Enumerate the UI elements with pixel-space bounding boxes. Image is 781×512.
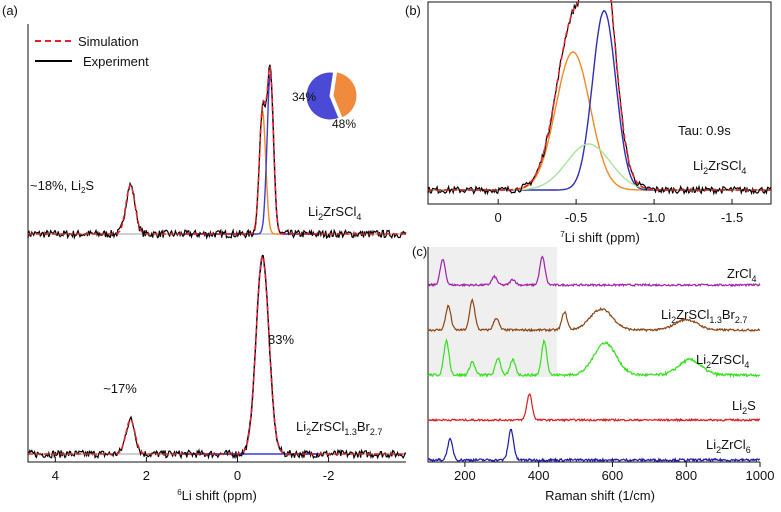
simulation-trace (28, 254, 406, 455)
panel-a-traces (27, 64, 407, 460)
panel-b-label: (b) (405, 3, 421, 18)
pie-slice-label: 34% (292, 90, 316, 104)
component-fit (182, 110, 320, 235)
raman-trace (427, 298, 761, 333)
label-part: 2 (318, 212, 323, 222)
x-tick-label: 1000 (746, 468, 775, 483)
panel-b-x-axis-label: 7Li shift (ppm) (560, 230, 640, 245)
label-part: ZrSCl (711, 352, 744, 367)
label-part: 2.7 (735, 315, 748, 325)
label-part: Li (308, 204, 318, 219)
label-part: ZrCl (727, 266, 752, 281)
panel-a-x-ticks: 4 2 0 -2 (52, 457, 335, 483)
panel-a-label: (a) (2, 3, 18, 18)
panel-c-x-axis-label: Raman shift (1/cm) (545, 488, 655, 503)
x-tick-label: -2 (323, 468, 335, 483)
label-part: 1.3 (709, 315, 722, 325)
x-tick-label: 400 (528, 468, 550, 483)
x-tick-label: 200 (454, 468, 476, 483)
label-part: 2.7 (370, 427, 383, 437)
label-part: ZrSCl (323, 204, 356, 219)
experiment-trace (427, 0, 772, 196)
panel-a-main-annotation: 83% (268, 332, 294, 347)
label-part: 2 (306, 427, 311, 437)
panel-a-li2s-annotation-bottom: ~17% (103, 381, 137, 396)
raman-series-label: Li2ZrCl6 (706, 437, 751, 455)
label-part: 2 (716, 445, 721, 455)
panel-c-traces: ZrCl4Li2ZrSCl1.3Br2.7Li2ZrSCl4Li2SLi2ZrC… (427, 255, 761, 463)
legend-experiment-label: Experiment (83, 54, 149, 69)
pie-slice (305, 71, 340, 121)
label-part: 2 (671, 315, 676, 325)
label-part: 4 (752, 274, 757, 284)
panel-b-axes (427, 1, 772, 205)
raman-trace (427, 393, 760, 423)
label-part: ZrSCl (708, 158, 741, 173)
x-tick-label: 0 (234, 468, 241, 483)
label-part: ZrCl (721, 437, 746, 452)
label-part: 4 (744, 360, 749, 370)
experiment-trace (27, 64, 407, 240)
label-part: Li (706, 437, 716, 452)
label-part: 2 (742, 406, 747, 416)
x-tick-label: 800 (675, 468, 697, 483)
x-tick-label: 4 (52, 468, 59, 483)
panel-b-x-ticks: 0 -0.5 -1.0 -1.5 (495, 199, 743, 225)
panel-c-shaded-region (428, 247, 558, 377)
panel-a-axes (27, 24, 406, 463)
raman-trace (427, 338, 761, 379)
panel-a-x-axis-label: 6Li shift (ppm) (177, 488, 257, 503)
panel-c-label: (c) (412, 244, 427, 259)
legend-simulation-label: Simulation (78, 34, 139, 49)
experiment-trace (27, 254, 407, 460)
pie-slice-label: 48% (332, 117, 356, 131)
panel-a-sample-label-top: Li2ZrSCl4 (308, 204, 361, 222)
label-part: 2 (706, 360, 711, 370)
raman-series-label: Li2ZrSCl4 (696, 352, 749, 370)
raman-trace (427, 428, 761, 463)
panel-a-li2s-annotation-top: ~18%, Li2S (30, 178, 94, 195)
x-tick-label: 2 (143, 468, 150, 483)
label-part: 2 (703, 166, 708, 176)
label-part: Br (357, 419, 371, 434)
label-part: Li (661, 307, 671, 322)
label-part: S (747, 398, 756, 413)
x-tick-label: 600 (602, 468, 624, 483)
label-part: Li (696, 352, 706, 367)
label-part: 4 (356, 212, 361, 222)
raman-series-label: ZrCl4 (727, 266, 757, 284)
raman-series-label: Li2ZrSCl1.3Br2.7 (661, 307, 747, 325)
label-part: ZrSCl (676, 307, 709, 322)
simulation-trace (28, 66, 406, 235)
label-part: Li (732, 398, 742, 413)
label-part: Br (722, 307, 736, 322)
panel-b: (b) 0 -0.5 -1.0 -1.5 7Li shift (ppm) Tau: 0… (405, 0, 772, 245)
x-tick-label: -0.5 (565, 210, 587, 225)
label-part: 4 (741, 166, 746, 176)
raman-series-label: Li2S (732, 398, 756, 416)
panel-c-x-ticks: 200 400 600 800 1000 (454, 462, 774, 483)
panel-c-axes (427, 247, 760, 463)
panel-a-sample-label-bottom: Li2ZrSCl1.3Br2.7 (296, 419, 382, 437)
raman-trace (427, 255, 761, 288)
panel-b-traces (427, 0, 772, 196)
x-tick-label: 0 (495, 210, 502, 225)
label-part: Li (693, 158, 703, 173)
panel-c: (c) 200 400 600 800 1000 Raman shift (1/cm) … (412, 244, 774, 503)
x-tick-label: -1.0 (643, 210, 665, 225)
panel-b-sample-label: Li2ZrSCl4 (693, 158, 746, 176)
simulation-trace (428, 0, 771, 191)
panel-a: (a) 4 2 0 -2 6Li shift (ppm) Simulation Exp… (2, 3, 407, 503)
panel-b-tau-annotation: Tau: 0.9s (678, 123, 731, 138)
label-part: ZrSCl (311, 419, 344, 434)
pie-slice (332, 71, 358, 119)
panel-a-legend: Simulation Experiment (35, 34, 149, 69)
panel-a-pie-chart: 34% 48% (292, 71, 358, 131)
label-part: 6 (746, 445, 751, 455)
label-part: 1.3 (344, 427, 357, 437)
x-tick-label: -1.5 (721, 210, 743, 225)
label-part: Li (296, 419, 306, 434)
